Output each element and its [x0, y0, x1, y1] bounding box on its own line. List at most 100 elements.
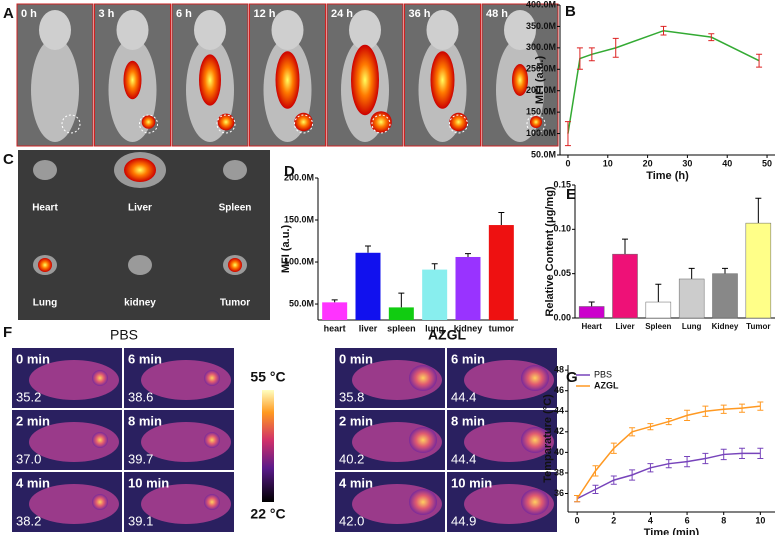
mouse-head: [39, 10, 71, 50]
thermal-hot: [92, 432, 108, 448]
mouse-head: [194, 10, 226, 50]
x-tick-label: Tumor: [746, 322, 770, 331]
thermal-hot: [92, 494, 108, 510]
thermal-hot: [409, 427, 437, 453]
error-bar: [660, 25, 667, 36]
mouse-head: [504, 10, 536, 50]
error-bar: [588, 301, 595, 307]
y-axis-title: MFI (a.u.): [280, 225, 292, 274]
time-label: 10 min: [451, 475, 492, 490]
panel-label: A: [3, 5, 14, 22]
tumor-marker: [449, 114, 468, 134]
temperature: 39.1: [128, 513, 153, 528]
liver-signal: [351, 44, 379, 116]
error-bar: [610, 442, 617, 454]
bar: [388, 307, 414, 320]
temperature: 40.2: [339, 451, 364, 466]
tumor-signal: [294, 112, 313, 132]
group-label: AZGL: [428, 327, 467, 343]
error-bar: [647, 423, 654, 431]
x-tick-label: kidney: [454, 323, 483, 333]
organ: [223, 160, 247, 180]
organ-label: Tumor: [220, 298, 250, 309]
x-tick-label: Heart: [581, 322, 602, 331]
error-bar: [702, 405, 709, 417]
error-bar: [465, 253, 471, 257]
error-bar: [756, 53, 763, 68]
tumor-signal: [449, 112, 468, 132]
time-label: 3 h: [99, 8, 115, 20]
error-bar: [722, 267, 728, 274]
error-bar: [622, 238, 628, 255]
error-bar: [720, 404, 727, 414]
thermal-hot: [204, 370, 220, 386]
thermal-hot: [204, 432, 220, 448]
time-label: 0 min: [339, 351, 373, 366]
mouse-head: [116, 10, 149, 50]
error-bar: [757, 447, 764, 460]
temperature: 44.4: [451, 451, 476, 466]
error-bar: [739, 447, 746, 460]
x-tick-label: tumor: [489, 323, 515, 333]
organ-label: Lung: [33, 298, 57, 309]
error-bar: [592, 465, 599, 477]
tumor-signal: [217, 113, 235, 131]
error-bar: [755, 197, 762, 224]
panel-label: E: [566, 186, 576, 203]
liver-signal: [512, 64, 528, 96]
organ-signal: [124, 158, 156, 182]
y-tick-label: 100.0M: [526, 128, 556, 138]
error-bar: [576, 47, 583, 70]
y-tick-label: 42: [554, 426, 564, 436]
bar: [488, 225, 514, 320]
tumor-signal: [530, 116, 542, 128]
x-tick-label: 6: [685, 515, 690, 525]
line: [567, 29, 760, 134]
x-tick-label: 40: [722, 158, 732, 168]
error-bar: [629, 469, 636, 481]
time-label: 8 min: [128, 413, 162, 428]
color-scale: [262, 390, 274, 502]
tumor-marker: [294, 114, 313, 134]
bar: [612, 253, 638, 319]
organ-label: Liver: [128, 203, 152, 214]
temperature: 37.0: [16, 451, 41, 466]
error-bar: [331, 299, 338, 303]
x-tick-label: Liver: [615, 322, 634, 331]
x-tick-label: spleen: [387, 323, 416, 333]
mouse-head: [426, 10, 459, 50]
bar: [578, 306, 605, 319]
organ-label: Spleen: [219, 203, 252, 214]
error-bar: [498, 211, 505, 226]
y-tick-label: 46: [554, 385, 564, 395]
panel-label: C: [3, 151, 14, 168]
y-tick-label: 44: [554, 406, 564, 416]
x-tick-label: 50: [762, 158, 772, 168]
y-tick-label: 300.0M: [526, 42, 556, 52]
time-label: 2 min: [339, 413, 373, 428]
thermal-body: [141, 422, 231, 462]
temperature: 38.6: [128, 389, 153, 404]
error-bar: [612, 37, 619, 58]
temperature: 42.0: [339, 513, 364, 528]
time-label: 4 min: [339, 475, 373, 490]
thermal-hot: [204, 494, 220, 510]
panel-label: D: [284, 163, 295, 180]
error-bar: [739, 403, 746, 413]
y-tick-label: 250.0M: [526, 64, 556, 74]
panel-label: B: [565, 3, 576, 20]
y-tick-label: 40: [554, 447, 564, 457]
time-label: 0 h: [21, 8, 37, 20]
legend-label: AZGL: [594, 380, 619, 390]
error-bar: [564, 121, 571, 147]
mouse-head: [271, 10, 304, 50]
legend-label: PBS: [594, 369, 612, 379]
y-tick-label: 350.0M: [526, 21, 556, 31]
temperature: 44.9: [451, 513, 476, 528]
error-bar: [684, 409, 691, 422]
organ-label: kidney: [124, 298, 156, 309]
error-bar: [684, 455, 691, 468]
x-tick-label: Kidney: [712, 322, 739, 331]
error-bar: [610, 475, 617, 485]
